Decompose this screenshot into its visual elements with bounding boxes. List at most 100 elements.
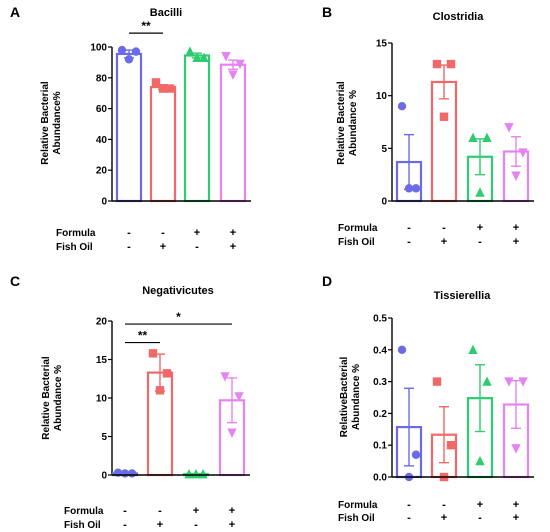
row-label-fish-oil: Fish Oil xyxy=(56,242,93,253)
data-point xyxy=(468,132,478,142)
y-tick-label: 0.1 xyxy=(373,441,387,452)
data-point xyxy=(192,52,202,62)
significance-label: ** xyxy=(138,329,148,343)
fish-oil-sign: - xyxy=(123,519,127,531)
y-tick-label: 0.3 xyxy=(373,377,387,388)
formula-sign: + xyxy=(230,227,236,239)
data-point xyxy=(198,469,208,479)
y-tick-label: 15 xyxy=(376,39,388,50)
fish-oil-sign: - xyxy=(478,236,482,248)
data-point xyxy=(475,455,485,466)
y-tick-label: 0.2 xyxy=(373,409,387,420)
y-tick-label: 0.5 xyxy=(373,314,387,325)
formula-sign: + xyxy=(477,499,483,511)
y-axis-label-line: Relative Bacterial xyxy=(41,356,52,440)
significance-label: * xyxy=(176,310,181,324)
data-point xyxy=(411,450,421,459)
y-tick-label: 10 xyxy=(376,91,388,102)
row-label-fish-oil: Fish Oil xyxy=(338,513,375,524)
y-axis-label: Relative BacterialAbundance % xyxy=(41,356,64,440)
data-point xyxy=(468,344,478,354)
significance-label: ** xyxy=(141,19,151,33)
panel-b: B Clostridia 0 5 10 15 Relative BacterialAbund… xyxy=(322,4,534,248)
y-tick-label: 20 xyxy=(96,317,108,328)
bar xyxy=(183,54,211,203)
data-point xyxy=(475,187,485,197)
panel-title: Negativicutes xyxy=(142,285,214,297)
fish-oil-sign: - xyxy=(194,519,198,531)
data-point xyxy=(511,444,521,454)
y-axis-label-line: Abundance% xyxy=(52,91,63,154)
panel-a: A Bacilli 0 20 40 60 80 100 Relative BacterialAb… xyxy=(10,4,251,253)
bar xyxy=(219,63,247,203)
formula-sign: - xyxy=(407,499,411,511)
y-axis-label: RelativeBacterialAbundance % xyxy=(339,356,362,437)
data-point xyxy=(446,59,456,69)
data-point xyxy=(185,46,195,56)
y-axis-label-line: Abundance % xyxy=(53,365,64,431)
data-point xyxy=(235,59,245,70)
formula-sign: + xyxy=(513,499,519,511)
data-point xyxy=(446,441,456,450)
fish-oil-sign: + xyxy=(513,236,519,248)
formula-sign: + xyxy=(194,227,200,239)
row-label-formula: Formula xyxy=(338,223,378,234)
bar xyxy=(115,52,143,203)
data-point xyxy=(158,84,168,93)
y-tick-label: 0 xyxy=(101,197,107,208)
data-point xyxy=(228,70,238,80)
data-point xyxy=(199,52,209,62)
data-point xyxy=(162,369,172,378)
data-point xyxy=(191,469,201,479)
y-axis-label-line: Relative Bacterial xyxy=(336,81,347,165)
y-tick-label: 80 xyxy=(96,73,108,84)
y-tick-label: 5 xyxy=(381,144,387,155)
row-label-formula: Formula xyxy=(64,506,104,517)
data-point xyxy=(518,377,528,387)
data-point xyxy=(511,171,521,181)
row-label-fish-oil: Fish Oil xyxy=(338,237,375,248)
data-point xyxy=(411,184,421,193)
row-label-formula: Formula xyxy=(338,500,378,511)
panel-title: Tissierellia xyxy=(434,290,492,302)
data-point xyxy=(227,428,237,438)
row-label-formula: Formula xyxy=(56,228,96,239)
data-point xyxy=(518,148,528,158)
data-point xyxy=(117,45,127,55)
y-axis-label-line: RelativeBacterial xyxy=(339,356,350,437)
y-axis-label: Relative BacterialAbundance % xyxy=(336,81,359,165)
y-tick-label: 60 xyxy=(96,104,108,115)
data-point xyxy=(124,55,134,64)
data-point xyxy=(120,469,130,478)
formula-sign: + xyxy=(229,505,235,517)
data-point xyxy=(221,52,231,62)
data-point xyxy=(504,377,514,387)
fish-oil-sign: + xyxy=(160,241,166,253)
formula-sign: - xyxy=(158,505,162,517)
fish-oil-sign: + xyxy=(230,241,236,253)
fish-oil-sign: - xyxy=(127,241,131,253)
fish-oil-sign: + xyxy=(441,512,447,524)
formula-sign: - xyxy=(442,222,446,234)
panel-title: Clostridia xyxy=(433,11,485,23)
y-tick-label: 0.0 xyxy=(373,473,387,484)
data-point xyxy=(155,386,165,395)
data-point xyxy=(504,123,514,133)
y-tick-label: 20 xyxy=(96,166,108,177)
y-tick-label: 15 xyxy=(96,355,108,366)
formula-sign: - xyxy=(127,227,131,239)
fish-oil-sign: - xyxy=(407,236,411,248)
fish-oil-sign: - xyxy=(195,241,199,253)
data-point xyxy=(165,84,175,93)
fish-oil-sign: + xyxy=(157,519,163,531)
fish-oil-sign: + xyxy=(513,512,519,524)
formula-sign: - xyxy=(123,505,127,517)
data-point xyxy=(404,184,414,193)
panel-label: D xyxy=(322,273,332,289)
data-point xyxy=(439,112,449,121)
panel-c: C Negativicutes 0 5 10 15 20 Relative Bacterial… xyxy=(10,273,250,531)
fish-oil-sign: + xyxy=(441,236,447,248)
bar xyxy=(149,85,177,203)
data-point xyxy=(184,469,194,479)
